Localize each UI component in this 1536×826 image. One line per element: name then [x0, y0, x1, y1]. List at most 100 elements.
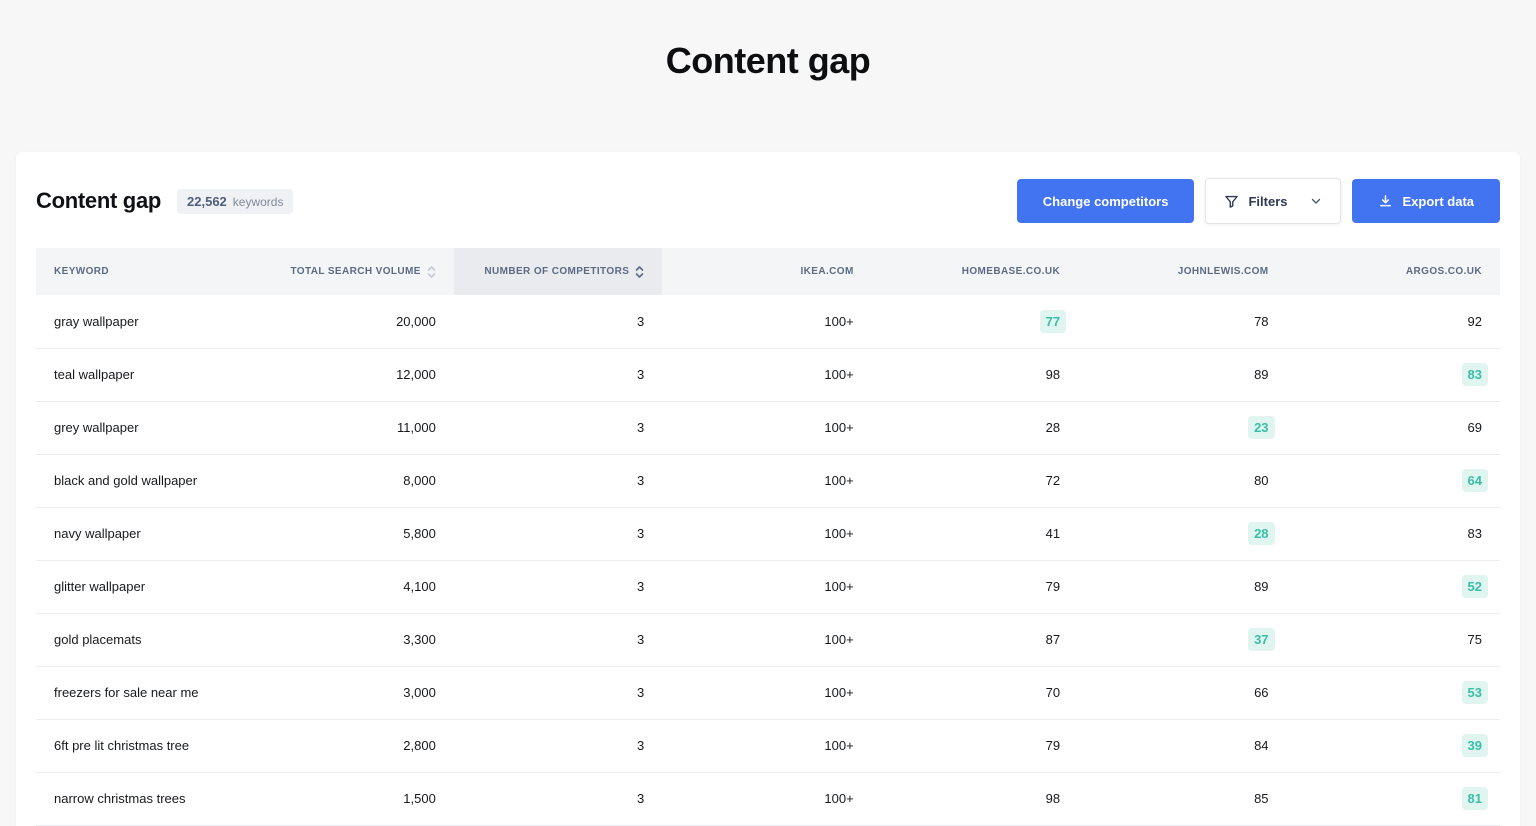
panel-header: Content gap 22,562 keywords Change compe… [16, 152, 1520, 248]
cell-argos: 75 [1286, 613, 1500, 667]
panel-actions: Change competitors Filters Export data [1016, 178, 1500, 224]
cell-total-search-volume: 11,000 [266, 401, 454, 455]
content-gap-panel: Content gap 22,562 keywords Change compe… [16, 152, 1520, 826]
panel-heading: Content gap [36, 188, 162, 213]
change-competitors-button[interactable]: Change competitors [1016, 179, 1195, 223]
cell-number-of-competitors: 3 [453, 666, 663, 720]
cell-keyword: gray wallpaper [36, 295, 267, 349]
cell-total-search-volume: 3,000 [266, 666, 454, 720]
cell-ikea: 100+ [662, 295, 872, 349]
cell-keyword: navy wallpaper [36, 507, 267, 561]
cell-total-search-volume: 5,800 [266, 507, 454, 561]
cell-total-search-volume: 12,000 [266, 348, 454, 402]
cell-homebase: 98 [871, 772, 1079, 826]
best-value-badge: 52 [1461, 575, 1488, 598]
content-gap-table: KEYWORD TOTAL SEARCH VOLUME NUMBER OF CO… [36, 248, 1500, 826]
cell-ikea: 100+ [662, 348, 872, 402]
cell-number-of-competitors: 3 [453, 719, 663, 773]
cell-johnlewis: 28 [1078, 507, 1287, 561]
cell-argos: 39 [1286, 719, 1500, 773]
cell-number-of-competitors: 3 [453, 507, 663, 561]
table-row: black and gold wallpaper 8,000 3 100+ 72… [36, 454, 1500, 508]
best-value-badge: 81 [1461, 787, 1488, 810]
cell-johnlewis: 89 [1078, 560, 1287, 614]
cell-argos: 69 [1286, 401, 1500, 455]
cell-number-of-competitors: 3 [453, 772, 663, 826]
cell-total-search-volume: 8,000 [266, 454, 454, 508]
cell-number-of-competitors: 3 [453, 295, 663, 349]
column-header-total-search-volume[interactable]: TOTAL SEARCH VOLUME [266, 248, 454, 295]
cell-number-of-competitors: 3 [453, 560, 663, 614]
keywords-unit: keywords [232, 194, 284, 209]
cell-argos: 83 [1286, 348, 1500, 402]
cell-homebase: 70 [871, 666, 1079, 720]
column-header-number-of-competitors[interactable]: NUMBER OF COMPETITORS [453, 248, 663, 295]
cell-johnlewis: 37 [1078, 613, 1287, 667]
best-value-badge: 28 [1248, 522, 1275, 545]
cell-johnlewis: 85 [1078, 772, 1287, 826]
filter-funnel-icon [1224, 194, 1239, 209]
page-title: Content gap [665, 40, 871, 81]
cell-johnlewis: 80 [1078, 454, 1287, 508]
cell-keyword: 6ft pre lit christmas tree [36, 719, 267, 773]
cell-homebase: 98 [871, 348, 1079, 402]
sort-icon-active [635, 265, 644, 279]
cell-johnlewis: 89 [1078, 348, 1287, 402]
cell-ikea: 100+ [662, 613, 872, 667]
cell-argos: 83 [1286, 507, 1500, 561]
cell-number-of-competitors: 3 [453, 613, 663, 667]
cell-homebase: 79 [871, 560, 1079, 614]
cell-homebase: 72 [871, 454, 1079, 508]
cell-keyword: narrow christmas trees [36, 772, 267, 826]
cell-total-search-volume: 2,800 [266, 719, 454, 773]
cell-ikea: 100+ [662, 454, 872, 508]
cell-argos: 52 [1286, 560, 1500, 614]
cell-argos: 92 [1286, 295, 1500, 349]
table-row: navy wallpaper 5,800 3 100+ 41 28 83 [36, 507, 1500, 561]
table-row: gold placemats 3,300 3 100+ 87 37 75 [36, 613, 1500, 667]
content-gap-table-wrap: KEYWORD TOTAL SEARCH VOLUME NUMBER OF CO… [16, 248, 1520, 826]
cell-homebase: 87 [871, 613, 1079, 667]
cell-johnlewis: 23 [1078, 401, 1287, 455]
best-value-badge: 83 [1461, 363, 1488, 386]
best-value-badge: 23 [1248, 416, 1275, 439]
cell-homebase: 41 [871, 507, 1079, 561]
table-row: gray wallpaper 20,000 3 100+ 77 78 92 [36, 295, 1500, 349]
cell-total-search-volume: 1,500 [266, 772, 454, 826]
column-header-argos: ARGOS.CO.UK [1286, 248, 1500, 295]
cell-ikea: 100+ [662, 719, 872, 773]
cell-total-search-volume: 20,000 [266, 295, 454, 349]
cell-number-of-competitors: 3 [453, 348, 663, 402]
export-data-label: Export data [1402, 193, 1474, 209]
filters-label: Filters [1248, 193, 1288, 209]
column-header-ikea: IKEA.COM [662, 248, 872, 295]
cell-johnlewis: 78 [1078, 295, 1287, 349]
chevron-down-icon [1310, 195, 1322, 207]
table-row: 6ft pre lit christmas tree 2,800 3 100+ … [36, 719, 1500, 773]
best-value-badge: 37 [1248, 628, 1275, 651]
cell-johnlewis: 66 [1078, 666, 1287, 720]
cell-total-search-volume: 3,300 [266, 613, 454, 667]
cell-number-of-competitors: 3 [453, 454, 663, 508]
table-header-row: KEYWORD TOTAL SEARCH VOLUME NUMBER OF CO… [36, 248, 1500, 295]
cell-keyword: gold placemats [36, 613, 267, 667]
table-row: glitter wallpaper 4,100 3 100+ 79 89 52 [36, 560, 1500, 614]
sort-icon-inactive [427, 265, 436, 279]
cell-ikea: 100+ [662, 560, 872, 614]
table-row: grey wallpaper 11,000 3 100+ 28 23 69 [36, 401, 1500, 455]
export-data-button[interactable]: Export data [1352, 179, 1500, 223]
cell-ikea: 100+ [662, 507, 872, 561]
column-header-keyword: KEYWORD [36, 248, 267, 295]
cell-keyword: freezers for sale near me [36, 666, 267, 720]
filters-button[interactable]: Filters [1205, 178, 1342, 224]
cell-ikea: 100+ [662, 666, 872, 720]
best-value-badge: 53 [1461, 681, 1488, 704]
table-row: freezers for sale near me 3,000 3 100+ 7… [36, 666, 1500, 720]
best-value-badge: 39 [1461, 734, 1488, 757]
cell-keyword: black and gold wallpaper [36, 454, 267, 508]
keywords-count: 22,562 [187, 193, 227, 209]
table-row: teal wallpaper 12,000 3 100+ 98 89 83 [36, 348, 1500, 402]
column-header-johnlewis: JOHNLEWIS.COM [1078, 248, 1287, 295]
cell-ikea: 100+ [662, 772, 872, 826]
best-value-badge: 77 [1039, 309, 1067, 333]
